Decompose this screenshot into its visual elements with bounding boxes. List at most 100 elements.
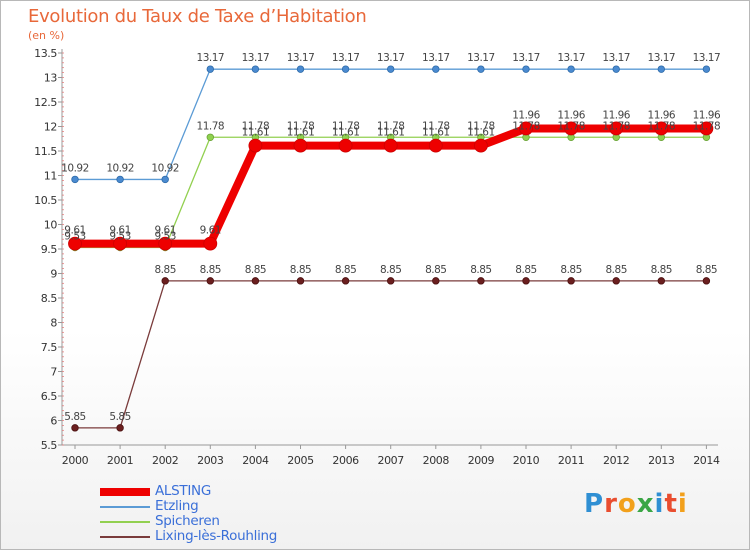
data-label-etzling: 13.17	[287, 52, 315, 64]
data-label-spicheren: 9.53	[109, 231, 130, 243]
data-point-lixing	[116, 424, 124, 432]
data-label-etzling: 13.17	[467, 52, 495, 64]
logo-letter: x	[636, 489, 655, 519]
legend-label-lixing: Lixing-lès-Rouhling	[155, 528, 278, 544]
data-point-etzling	[206, 65, 214, 73]
y-tick-label: 6.5	[41, 390, 58, 403]
legend-item-lixing: Lixing-lès-Rouhling	[100, 529, 320, 544]
data-label-alsting: 11.61	[467, 127, 495, 139]
logo-letter: t	[664, 489, 678, 519]
x-tick-label: 2000	[62, 454, 89, 467]
x-tick-label: 2011	[558, 454, 584, 467]
x-tick-label: 2010	[513, 454, 540, 467]
logo-letter: i	[654, 489, 665, 519]
data-label-lixing: 8.85	[380, 264, 401, 276]
data-label-spicheren: 11.78	[602, 120, 630, 132]
x-tick-label: 2013	[648, 454, 675, 467]
data-point-alsting	[113, 236, 127, 251]
data-label-spicheren: 9.53	[155, 231, 176, 243]
data-label-etzling: 13.17	[242, 52, 270, 64]
data-point-etzling	[341, 65, 350, 73]
x-tick-label: 2003	[197, 454, 224, 467]
y-tick-label: 7.5	[41, 341, 58, 354]
data-point-etzling	[71, 175, 79, 184]
y-tick-label: 8.5	[41, 292, 58, 305]
legend-item-alsting: ALSTING	[100, 484, 320, 499]
data-label-etzling: 13.17	[332, 52, 360, 64]
data-label-spicheren: 11.78	[377, 120, 405, 132]
data-label-alsting: 11.61	[377, 127, 405, 139]
data-label-alsting: 11.61	[242, 127, 270, 139]
data-point-alsting	[293, 138, 308, 153]
data-label-alsting: 11.96	[648, 109, 676, 121]
legend-swatch-alsting	[100, 488, 150, 496]
data-point-lixing	[657, 277, 665, 285]
data-point-etzling	[657, 65, 665, 73]
data-label-alsting: 11.61	[332, 127, 360, 139]
y-tick-label: 9.5	[41, 243, 58, 256]
data-point-lixing	[251, 277, 260, 285]
y-tick-label: 10.5	[34, 194, 57, 207]
data-point-alsting	[519, 121, 533, 136]
data-label-spicheren: 11.78	[422, 120, 450, 132]
x-tick-label: 2002	[152, 454, 178, 467]
data-point-lixing	[71, 424, 79, 432]
data-point-lixing	[206, 277, 214, 285]
data-point-lixing	[296, 277, 305, 285]
data-point-alsting	[158, 236, 173, 251]
x-tick-label: 2001	[107, 454, 133, 467]
data-label-lixing: 5.85	[109, 411, 130, 423]
data-label-lixing: 8.85	[290, 264, 311, 276]
data-label-etzling: 13.17	[693, 52, 721, 64]
data-label-alsting: 11.96	[602, 109, 630, 121]
data-point-alsting	[654, 121, 669, 136]
data-label-lixing: 8.85	[200, 264, 221, 276]
y-tick-label: 5.5	[41, 439, 58, 452]
data-label-lixing: 8.85	[335, 264, 356, 276]
data-label-etzling: 10.92	[61, 162, 89, 174]
x-tick-label: 2007	[377, 454, 404, 467]
legend-item-etzling: Etzling	[100, 499, 320, 514]
data-label-lixing: 8.85	[155, 264, 176, 276]
x-tick-label: 2014	[693, 454, 720, 467]
chart-subtitle: (en %)	[28, 29, 65, 42]
proxiti-logo: Proxiti	[584, 489, 688, 519]
data-label-spicheren: 9.53	[64, 231, 85, 243]
data-label-alsting: 9.61	[109, 225, 130, 237]
logo-letter: i	[677, 489, 688, 519]
logo-letter: o	[617, 489, 637, 519]
data-label-lixing: 8.85	[696, 264, 717, 276]
data-point-etzling	[251, 65, 260, 73]
data-label-alsting: 11.96	[557, 109, 585, 121]
data-label-alsting: 9.61	[64, 225, 85, 237]
data-label-alsting: 11.96	[512, 109, 540, 121]
data-point-alsting	[248, 138, 263, 153]
legend-label-alsting: ALSTING	[155, 483, 212, 499]
data-point-lixing	[522, 277, 530, 285]
data-label-lixing: 8.85	[651, 264, 672, 276]
chart-title: Evolution du Taux de Taxe d’Habitation	[28, 6, 367, 27]
x-tick-label: 2006	[332, 454, 359, 467]
legend-swatch-spicheren	[100, 521, 150, 523]
x-tick-label: 2005	[287, 454, 314, 467]
legend: ALSTING Etzling Spicheren Lixing-lès-Rou…	[100, 484, 320, 544]
y-tick-label: 13.5	[34, 47, 57, 60]
data-label-alsting: 11.61	[422, 127, 450, 139]
data-label-lixing: 8.85	[425, 264, 446, 276]
y-tick-label: 6	[50, 415, 57, 428]
data-label-etzling: 13.17	[377, 52, 405, 64]
data-label-alsting: 11.96	[693, 109, 721, 121]
data-label-alsting: 9.61	[200, 225, 221, 237]
series-line-lixing	[74, 280, 708, 429]
y-tick-label: 12.5	[34, 96, 57, 109]
x-tick-label: 2009	[468, 454, 495, 467]
data-point-alsting	[699, 121, 714, 136]
data-label-etzling: 13.17	[197, 52, 225, 64]
data-label-lixing: 8.85	[560, 264, 581, 276]
data-point-alsting	[609, 121, 624, 136]
data-label-lixing: 8.85	[470, 264, 491, 276]
data-label-etzling: 13.17	[648, 52, 676, 64]
data-point-etzling	[296, 65, 305, 73]
data-point-lixing	[612, 277, 620, 285]
